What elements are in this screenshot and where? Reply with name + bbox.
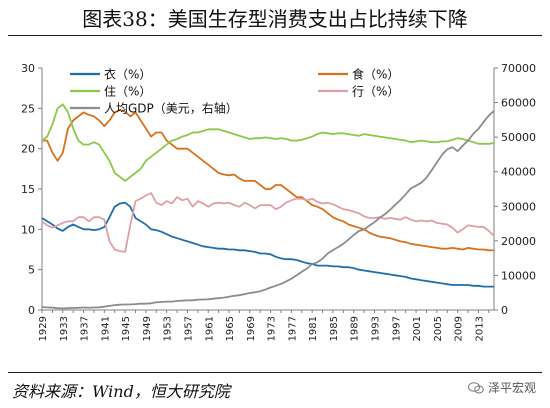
footer-divider [8,372,542,373]
x-tick-label: 2001 [412,316,423,341]
axes: 0 5 10 15 20 25 30 0 10000 20000 30000 40000 50000 60… [21,62,536,341]
legend-label: 人均GDP（美元，右轴） [104,101,238,116]
x-tick-label: 1949 [142,316,153,341]
x-tick-label: 1997 [391,316,402,341]
x-tick-label: 1985 [329,316,340,341]
y-right-tick-label: 20000 [501,235,536,248]
source-note: 资料来源：Wind，恒大研究院 [12,382,230,401]
y-left-tick-label: 20 [21,143,35,156]
y-left-tick-label: 15 [21,183,35,196]
watermark: 泽平宏观 [467,379,536,396]
y-left-tick-label: 0 [28,304,35,317]
y-right-tick-label: 50000 [501,131,536,144]
x-tick-label: 2005 [433,316,444,341]
x-tick-label: 1981 [308,316,319,341]
y-right-tick-label: 40000 [501,166,536,179]
x-tick-label: 2013 [474,316,485,341]
series-line-4 [41,192,495,253]
x-tick-label: 1961 [204,316,215,341]
series-line-3 [41,103,495,182]
x-tick-label: 1933 [59,316,70,341]
x-tick-label: 1929 [38,316,49,341]
y-right-tick-label: 60000 [501,97,536,110]
x-tick-label: 1937 [80,316,91,341]
y-left-tick-label: 25 [21,102,35,115]
series-lines [41,103,495,310]
legend-label: 衣（%） [104,67,151,82]
x-tick-label: 1941 [100,316,111,341]
watermark-label: 泽平宏观 [487,381,536,395]
wechat-icon [467,381,484,393]
x-tick-label: 1953 [163,316,174,341]
x-tick-label: 1977 [287,316,298,341]
title-divider [8,35,542,36]
legend-label: 住（%） [104,85,151,99]
y-left-tick-label: 5 [28,264,35,277]
x-tick-label: 1957 [183,316,194,341]
x-tick-label: 1993 [371,316,382,341]
chart-title: 图表38：美国生存型消费支出占比持续下降 [82,6,468,31]
x-tick-label: 1973 [267,316,278,341]
series-line-5 [41,110,495,310]
y-right-tick-label: 30000 [501,200,536,213]
y-right-tick-label: 70000 [501,62,536,75]
series-line-1 [41,201,494,288]
x-tick-label: 1965 [225,316,236,341]
y-left-tick-label: 30 [21,62,35,75]
legend-label: 行（%） [352,85,399,99]
y-right-tick-label: 10000 [501,269,536,282]
legend-label: 食（%） [352,67,399,82]
y-left-tick-label: 10 [21,223,35,236]
series-line-2 [42,109,494,252]
chart-area: 0 5 10 15 20 25 30 0 10000 20000 30000 40000 50000 60… [21,62,536,341]
x-tick-label: 1945 [121,316,132,341]
y-right-tick-label: 0 [501,304,508,317]
x-tick-label: 1969 [246,316,257,341]
legend: 衣（%） 食（%） 住（%） 行（%） 人均GDP（美元，右轴） [70,67,399,116]
x-tick-label: 1989 [350,316,361,341]
x-tick-label: 2009 [454,316,465,341]
